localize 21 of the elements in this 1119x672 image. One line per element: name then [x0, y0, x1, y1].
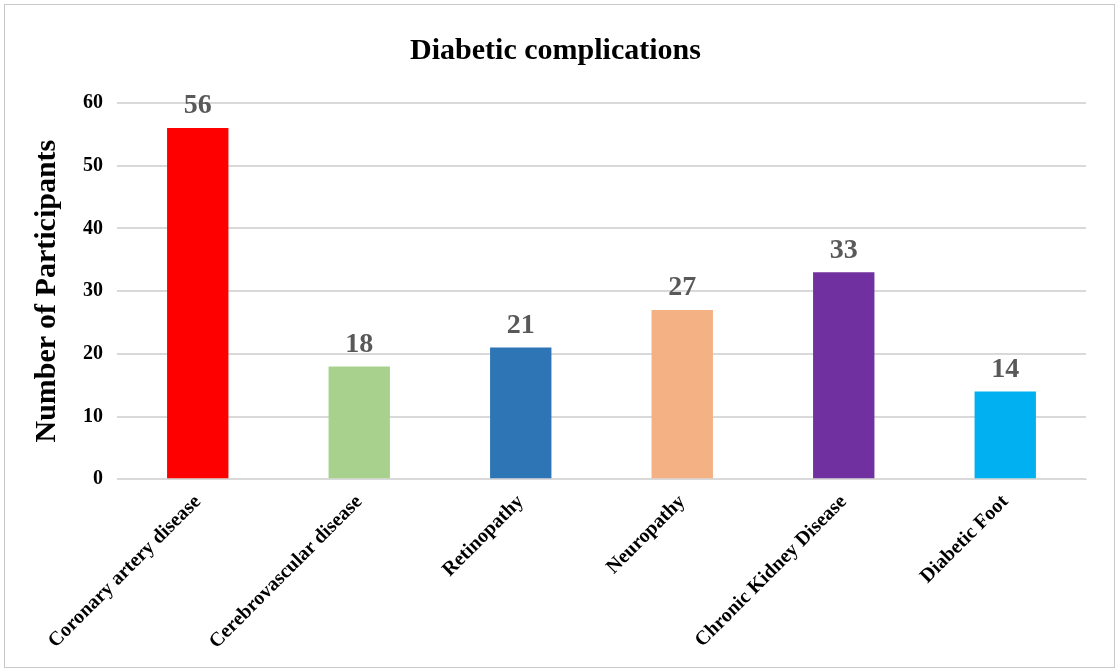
y-axis-title: Number of Participants [27, 139, 61, 443]
chart-title: Diabetic complications [410, 31, 701, 65]
data-label: 56 [183, 88, 212, 120]
y-tick-label: 20 [83, 341, 103, 364]
bar [813, 272, 875, 479]
bar [651, 309, 713, 479]
y-tick-label: 0 [93, 466, 103, 489]
y-tick-label: 60 [83, 90, 103, 113]
y-tick-label: 30 [83, 278, 103, 301]
y-tick-label: 40 [83, 215, 103, 238]
bar [490, 347, 552, 479]
bar [328, 366, 390, 479]
bar [974, 391, 1036, 479]
data-label: 14 [991, 351, 1020, 383]
bar [167, 128, 229, 479]
data-label: 18 [345, 326, 374, 358]
data-label: 33 [829, 232, 858, 264]
y-tick-label: 10 [83, 403, 103, 426]
data-label: 21 [506, 307, 535, 339]
data-label: 27 [668, 270, 697, 302]
y-tick-label: 50 [83, 152, 103, 175]
